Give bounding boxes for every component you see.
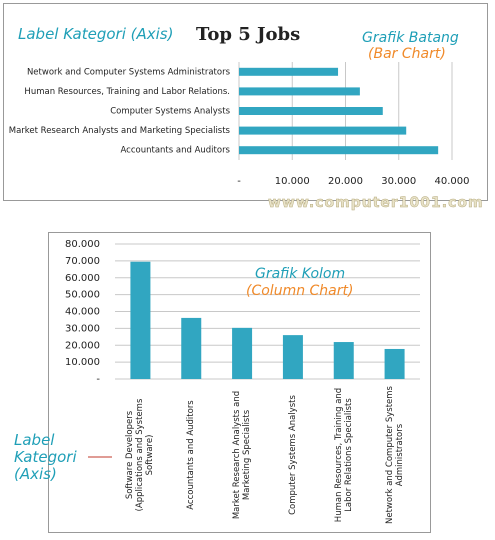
x-tick-label: Accountants and Auditors [186, 400, 197, 510]
y-tick-label: Accountants and Auditors [121, 146, 231, 156]
bar [282, 335, 303, 379]
x-tick-label: Software Developers (Applications and Sy… [125, 398, 156, 512]
chart-title: Top 5 Jobs [196, 24, 300, 45]
y-tick-label: Computer Systems Analysts [110, 107, 230, 117]
chart-name-en: (Column Chart) [246, 283, 354, 299]
x-tick-label: 10.000 [275, 176, 310, 187]
y-tick-label: 10.000 [65, 357, 100, 368]
watermark: www.computer1001.com [268, 195, 484, 211]
y-tick-label: 80.000 [65, 239, 100, 250]
bar [239, 146, 439, 155]
y-tick-label: Network and Computer Systems Administrat… [27, 67, 231, 77]
bar [239, 126, 407, 135]
axis-annotation: Label Kategori (Axis) [14, 431, 77, 483]
x-tick-label: 40.000 [435, 176, 470, 187]
bar [181, 317, 202, 379]
chart-frame [3, 3, 488, 201]
y-tick-label: Human Resources, Training and Labor Rela… [24, 87, 230, 97]
bar [232, 327, 253, 379]
y-tick-label: 50.000 [65, 290, 100, 301]
bar [239, 87, 360, 96]
bar [239, 67, 339, 76]
y-tick-label: - [96, 374, 100, 385]
y-tick-label: Market Research Analysts and Marketing S… [9, 126, 231, 136]
x-tick-label: Network and Computer Systems Administrat… [384, 386, 405, 524]
axis-annotation: Label Kategori (Axis) [18, 25, 174, 43]
y-tick-label: 40.000 [65, 307, 100, 318]
y-tick-label: 70.000 [65, 256, 100, 267]
bar [239, 107, 383, 115]
y-tick-label: 20.000 [65, 340, 100, 351]
x-tick-label: Computer Systems Analysts [287, 395, 298, 515]
x-tick-label: Market Research Analysts and Marketing S… [232, 390, 253, 520]
chart-name-en: (Bar Chart) [368, 46, 446, 62]
x-tick-label: - [237, 176, 241, 187]
x-tick-label: 30.000 [381, 176, 416, 187]
bar [333, 342, 354, 379]
x-tick-label: Human Resources, Training and Labor Rela… [333, 387, 354, 523]
bar [384, 348, 405, 379]
x-tick-label: 20.000 [328, 176, 363, 187]
chart-frame [48, 232, 431, 533]
chart-name: Grafik Kolom [255, 266, 346, 282]
y-tick-label: 60.000 [65, 273, 100, 284]
chart-name: Grafik Batang [362, 30, 459, 46]
y-tick-label: 30.000 [65, 323, 100, 334]
bar [130, 261, 151, 379]
